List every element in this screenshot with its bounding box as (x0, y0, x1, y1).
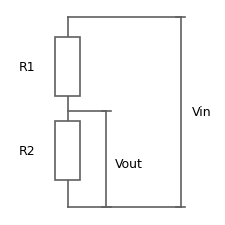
Bar (55, 122, 80, 180)
Text: R1: R1 (19, 61, 35, 74)
Text: Vin: Vin (191, 106, 211, 119)
Bar (55, 38, 80, 97)
Text: Vout: Vout (115, 158, 142, 171)
Text: R2: R2 (19, 144, 35, 157)
